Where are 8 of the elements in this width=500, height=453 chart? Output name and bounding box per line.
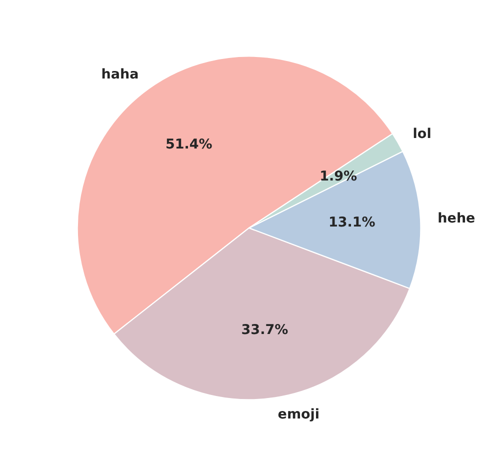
data-label: 13.1%: [328, 214, 376, 231]
slice-label: emoji: [278, 406, 320, 423]
slice-label: lol: [412, 126, 432, 142]
slice-label: haha: [101, 66, 139, 83]
data-label: 51.4%: [165, 136, 213, 152]
data-label: 1.9%: [320, 168, 358, 185]
data-label: 33.7%: [241, 322, 289, 338]
slice-label: hehe: [438, 210, 476, 226]
